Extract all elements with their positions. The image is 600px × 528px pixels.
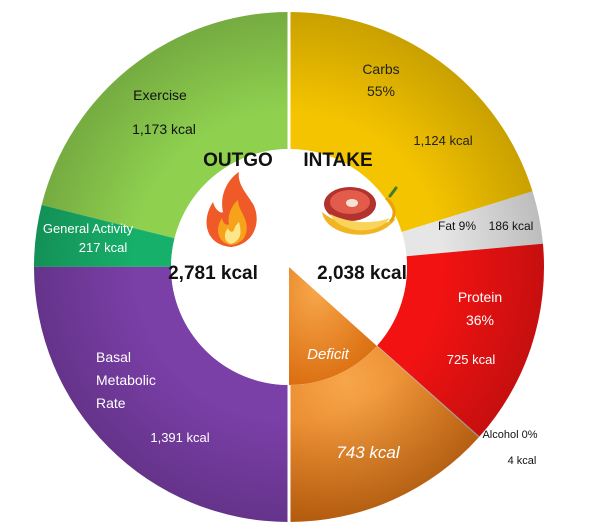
outgo-title: OUTGO [203, 150, 273, 171]
label-protein-pct: 36% [466, 312, 494, 328]
label-carbs: Carbs [362, 61, 399, 77]
intake-title: INTAKE [303, 150, 372, 171]
label-general-activity: General Activity [43, 221, 134, 236]
label-protein: Protein [458, 289, 502, 305]
value-alcohol: 4 kcal [508, 455, 537, 467]
outgo-total: 2,781 kcal [168, 263, 258, 284]
label-exercise: Exercise [133, 87, 187, 103]
intake-total: 2,038 kcal [317, 263, 407, 284]
value-exercise: 1,173 kcal [132, 121, 196, 137]
label-fat: Fat 9% [438, 219, 476, 233]
label-carbs-pct: 55% [367, 83, 395, 99]
value-general-activity: 217 kcal [79, 240, 128, 255]
flame-icon [206, 172, 257, 247]
value-carbs: 1,124 kcal [413, 133, 472, 148]
label-deficit: Deficit [307, 346, 350, 363]
value-fat: 186 kcal [489, 219, 534, 233]
deficit-wedge [289, 267, 377, 385]
label-basal-1: Basal [96, 349, 131, 365]
value-basal: 1,391 kcal [150, 430, 209, 445]
label-basal-3: Rate [96, 395, 126, 411]
value-deficit: 743 kcal [336, 443, 401, 462]
label-alcohol: Alcohol 0% [482, 429, 537, 441]
label-basal-2: Metabolic [96, 372, 156, 388]
food-icon [322, 186, 398, 235]
value-protein: 725 kcal [447, 352, 496, 367]
